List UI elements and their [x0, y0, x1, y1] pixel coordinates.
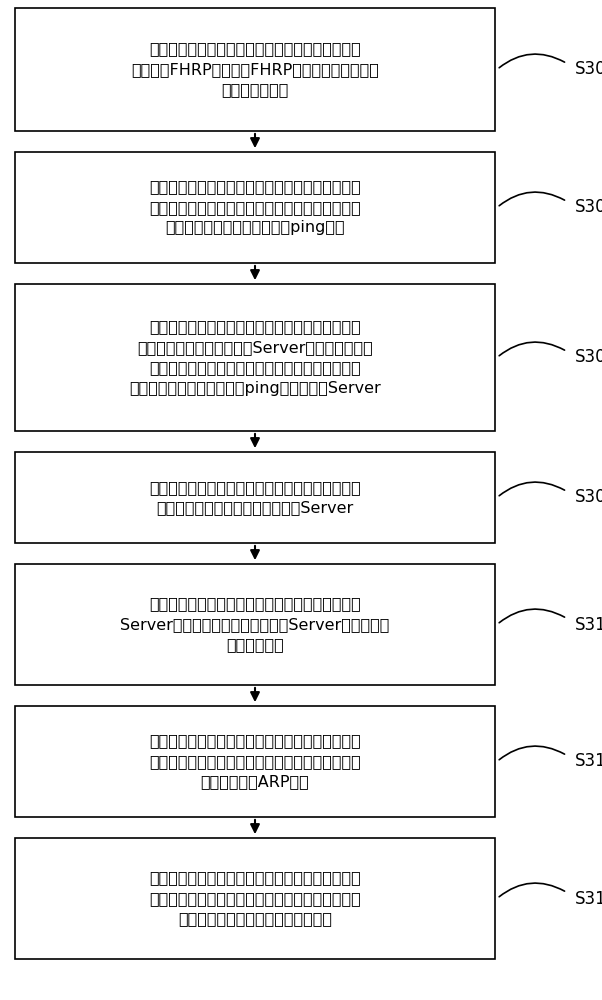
- Text: 在注册完成以后，当获取到的信息发生改变时，第
一边缘设备将改变后的信息发送给Server: 在注册完成以后，当获取到的信息发生改变时，第 一边缘设备将改变后的信息发送给Se…: [149, 480, 361, 515]
- Text: 在第一边缘设备建立了与邻居边缘设备之间的二层
链路之后，第一边缘设备向Server进行注册，并在
注册的过程中，将获取到的第一首跳网关的网关信
息和自身到邻居边: 在第一边缘设备建立了与邻居边缘设备之间的二层 链路之后，第一边缘设备向Serve…: [129, 319, 381, 396]
- Text: S308: S308: [575, 488, 602, 506]
- Text: S310: S310: [575, 615, 602, 634]
- Text: S306: S306: [575, 349, 602, 366]
- Text: 在接收到本数据中心站点内的三层数据流时，第一
边缘设备将该数据流发送到第二边缘设备，以便由
第二边缘设备转发给该替代首跳网关: 在接收到本数据中心站点内的三层数据流时，第一 边缘设备将该数据流发送到第二边缘设…: [149, 871, 361, 926]
- Bar: [15, 8, 495, 131]
- Bar: [15, 564, 495, 685]
- Bar: [15, 706, 495, 817]
- Text: S314: S314: [575, 890, 602, 908]
- Bar: [15, 284, 495, 431]
- Text: 第一边缘设备在接收到该替代首跳网关的信息之后
，向本数据中心站点内发送携带有该替代首跳网关
的信息的免费ARP报文: 第一边缘设备在接收到该替代首跳网关的信息之后 ，向本数据中心站点内发送携带有该替…: [149, 734, 361, 789]
- Bar: [15, 452, 495, 543]
- Text: S304: S304: [575, 198, 602, 217]
- Bar: [15, 838, 495, 959]
- Text: 在第一边缘设备建立了与其他数据中心站点内的邻
居边缘设备之间的二层链路之后，第一边缘设备获
取自身到这些邻居边缘设备的ping时延: 在第一边缘设备建立了与其他数据中心站点内的邻 居边缘设备之间的二层链路之后，第一…: [149, 180, 361, 235]
- Text: S312: S312: [575, 752, 602, 770]
- Text: 当检测到第一首跳网关失效时，第一边缘设备通知
Server第一首跳网关失效，同时向Server请求替代首
跳网关的信息: 当检测到第一首跳网关失效时，第一边缘设备通知 Server第一首跳网关失效，同时…: [120, 597, 389, 652]
- Bar: [15, 152, 495, 263]
- Text: S302: S302: [575, 60, 602, 79]
- Text: 第一边缘设备侦听本数据中心站点内的第一首跳网
关发送的FHRP报文，从FHRP报文中获取第一首跳
网关的网关信息: 第一边缘设备侦听本数据中心站点内的第一首跳网 关发送的FHRP报文，从FHRP报…: [131, 42, 379, 97]
